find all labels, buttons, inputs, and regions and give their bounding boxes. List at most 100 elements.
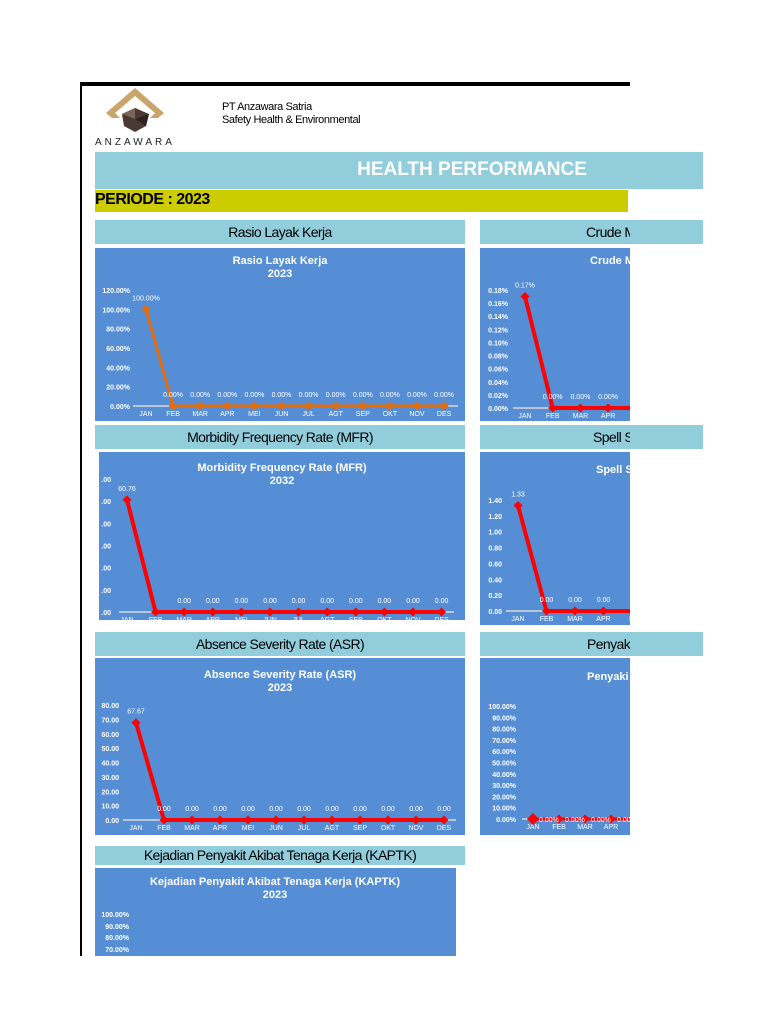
- company-info: PT Anzawara Satria Safety Health & Envir…: [222, 101, 361, 127]
- data-point-marker: [439, 815, 449, 825]
- y-tick-label: 0.02%: [488, 393, 509, 400]
- y-tick-label: 10.00%: [492, 806, 517, 813]
- data-point-marker: [277, 401, 286, 411]
- periode-band: PERIODE : 2023: [95, 190, 628, 212]
- data-point-marker: [294, 607, 304, 617]
- logo-text: ANZAWARA: [95, 137, 175, 148]
- data-point-marker: [520, 292, 530, 302]
- series-line: [125, 499, 442, 614]
- y-tick-label: 0.00: [488, 609, 502, 616]
- data-label: 0.00: [320, 598, 334, 605]
- y-tick-label: 0.00%: [488, 406, 509, 413]
- y-tick-label: 70.00: [101, 717, 119, 724]
- data-label: 0.00: [206, 598, 220, 605]
- x-tick-label: MEI: [248, 411, 261, 418]
- y-tick-label: 60.00%: [106, 346, 131, 353]
- data-label: 0.00: [263, 598, 277, 605]
- data-label: 67.67: [127, 709, 145, 716]
- x-tick-label: JAN: [129, 825, 142, 832]
- data-point-marker: [131, 718, 141, 728]
- x-tick-label: SEP: [349, 617, 363, 620]
- data-label: 100.00%: [132, 295, 160, 302]
- chart-svg: Spell S 0.00 0.20 0.40 0.60 0.80 1.00 1.20 1.40 J…: [488, 464, 630, 623]
- title-band: HEALTH PERFORMANCE: [95, 152, 703, 189]
- data-point-marker: [383, 815, 393, 825]
- data-point-marker: [439, 401, 449, 411]
- x-tick-label: SEP: [356, 411, 370, 418]
- data-point-marker: [222, 401, 232, 411]
- data-point-marker: [331, 401, 341, 411]
- x-tick-label: JUL: [302, 411, 315, 418]
- x-tick-label: JUN: [269, 825, 283, 832]
- anzawara-logo-icon: [106, 88, 164, 132]
- series-line: [516, 505, 630, 613]
- chart-svg: Kejadian Penyakit Akibat Tenaga Kerja (K…: [101, 876, 400, 954]
- data-point-marker: [408, 607, 418, 617]
- data-point-marker: [437, 607, 447, 617]
- y-tick-label: 0.14%: [488, 314, 509, 321]
- y-tick-label: 90.00%: [492, 715, 517, 722]
- chart-svg: Crude M 0.00% 0.02% 0.04% 0.06% 0.08% 0.10% 0.1…: [488, 255, 630, 420]
- y-tick-label: 80.00: [101, 703, 119, 710]
- x-tick-label: OKT: [383, 411, 398, 418]
- y-tick-label: 40.00: [101, 761, 119, 768]
- data-point-marker: [243, 815, 253, 825]
- data-label: 0.00%: [326, 392, 346, 399]
- y-tick-label: 0.80: [488, 546, 502, 553]
- y-tick-label: 0.00: [105, 818, 119, 825]
- x-tick-label: MAR: [573, 413, 589, 420]
- chart-svg: Morbidity Frequency Rate (MFR)2032 .00 .00…: [101, 462, 454, 620]
- data-label: 0.00%: [272, 392, 292, 399]
- y-tick-label: 30.00%: [492, 783, 517, 790]
- data-label: 0.17%: [515, 283, 535, 290]
- x-tick-label: NOV: [408, 825, 424, 832]
- data-label: 0.00%: [353, 392, 373, 399]
- y-tick-label: 80.00%: [105, 935, 130, 942]
- y-tick-label: 20.00: [101, 789, 119, 796]
- data-label: 60.76: [118, 486, 136, 493]
- y-tick-label: 1.20: [488, 514, 502, 521]
- data-point-marker: [236, 607, 246, 617]
- data-point-marker: [159, 815, 169, 825]
- data-label: 0.00: [292, 598, 306, 605]
- chart-crude: Crude M 0.00% 0.02% 0.04% 0.06% 0.08% 0.10% 0.1…: [480, 248, 630, 421]
- section-title: Absence Severity Rate (ASR): [195, 636, 365, 652]
- x-tick-label: JUN: [263, 617, 277, 620]
- chart-subtitle: 2023: [263, 889, 287, 901]
- data-label: 0.00%: [617, 817, 630, 824]
- x-tick-label: DES: [437, 825, 452, 832]
- chart-asr: Absence Severity Rate (ASR) 2023 0.00 10.00…: [95, 658, 465, 835]
- y-tick-label: 0.20: [488, 593, 502, 600]
- data-label: 0.00: [177, 598, 191, 605]
- series-line: [134, 722, 444, 822]
- x-tick-label: JAN: [511, 616, 524, 623]
- section-header-penyakit: Penyak: [480, 632, 703, 656]
- x-tick-label: JAN: [518, 413, 531, 420]
- data-label: 0.00: [213, 806, 227, 813]
- page-title: HEALTH PERFORMANCE: [357, 159, 587, 180]
- y-tick-label: 20.00%: [106, 385, 131, 392]
- chart-title: Crude M: [590, 255, 630, 267]
- x-tick-label: APR: [596, 616, 610, 623]
- data-label: 0.00%: [565, 817, 585, 824]
- section-header-spell: Spell S: [480, 425, 703, 449]
- x-tick-label: MEI: [242, 825, 255, 832]
- y-tick-label: 60.00: [101, 732, 119, 739]
- y-tick-label: 60.00%: [492, 749, 517, 756]
- data-label: 0.00: [540, 597, 554, 604]
- x-tick-label: DES: [437, 411, 452, 418]
- x-tick-label: NOV: [405, 617, 421, 620]
- data-point-marker: [351, 607, 361, 617]
- data-label: 0.00: [235, 598, 249, 605]
- y-tick-label: 100.00%: [101, 912, 129, 919]
- y-tick-label: .00: [101, 588, 111, 595]
- data-point-marker: [580, 814, 590, 824]
- data-label: 0.00%: [163, 392, 183, 399]
- data-label: 0.00: [435, 598, 449, 605]
- y-tick-label: 0.16%: [488, 301, 509, 308]
- data-label: 0.00%: [299, 392, 319, 399]
- data-point-marker: [411, 815, 421, 825]
- data-point-marker: [187, 815, 197, 825]
- y-tick-label: 1.00: [488, 530, 502, 537]
